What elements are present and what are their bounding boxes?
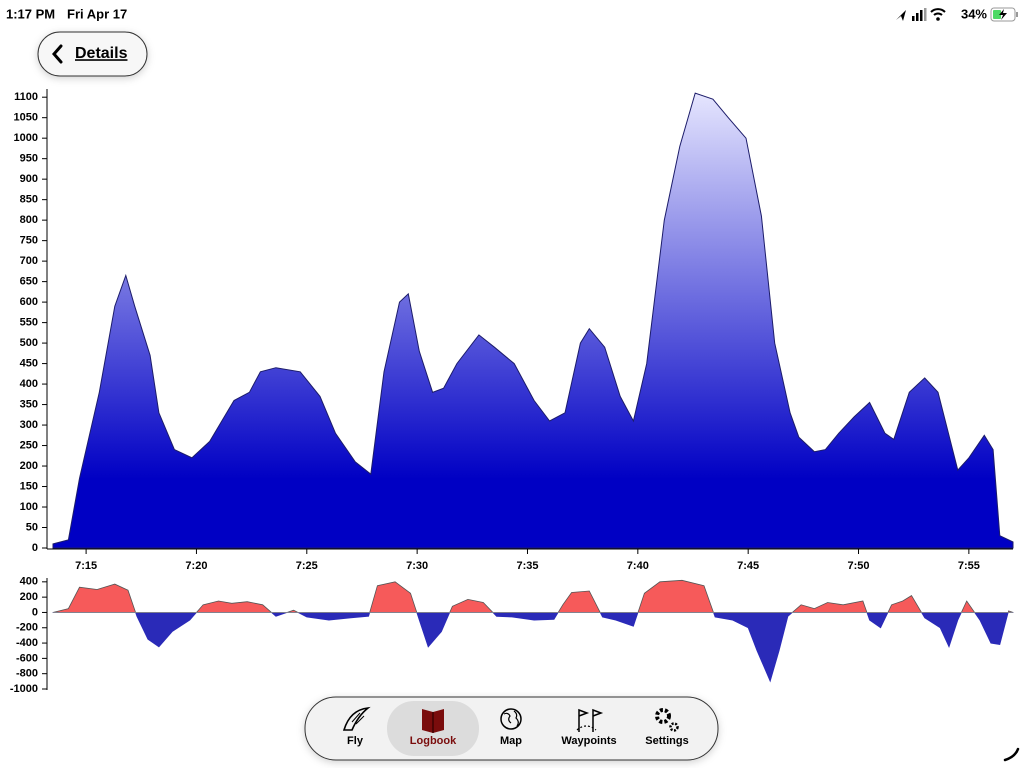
tab-label[interactable]: Settings [645,735,688,747]
tab-label[interactable]: Fly [347,735,364,747]
status-date: Fri Apr 17 [67,6,127,21]
back-button[interactable]: Details [37,31,148,77]
settings-icon [655,708,679,732]
status-time: 1:17 PM [6,6,55,21]
x-tick-label: 7:40 [627,560,649,572]
tab-label[interactable]: Waypoints [561,735,616,747]
charts: 0 50 100 150 200 250 300 350 400 450 500 550 600 650 7… [10,89,1014,695]
fly-icon [342,706,371,731]
y-tick-label: -800 [16,668,38,680]
y-tick-label: 50 [26,521,38,533]
y-tick-label: 950 [20,153,38,165]
x-tick-label: 7:35 [516,560,538,572]
x-tick-label: 7:55 [958,560,980,572]
tab-bar: Fly Logbook Map Waypoints Settings [304,696,719,761]
y-tick-label: 1100 [14,91,38,103]
y-tick-label: 250 [20,439,38,451]
tab-label[interactable]: Logbook [410,735,457,747]
x-tick-label: 7:25 [296,560,318,572]
y-tick-label: -200 [16,622,38,634]
back-label[interactable]: Details [75,45,128,62]
y-tick-label: 800 [20,214,38,226]
y-tick-label: 150 [20,480,38,492]
y-tick-label: 500 [20,337,38,349]
y-tick-label: 400 [20,576,38,588]
y-tick-label: 550 [20,317,38,329]
y-tick-label: 750 [20,235,38,247]
y-tick-label: 600 [20,296,38,308]
y-tick-label: 1050 [14,112,38,124]
y-tick-label: 850 [20,194,38,206]
y-tick-label: -400 [16,637,38,649]
x-tick-label: 7:15 [75,560,97,572]
tab-label[interactable]: Map [500,735,522,747]
x-tick-label: 7:20 [185,560,207,572]
y-tick-label: 0 [32,542,38,554]
sink-area [52,612,1014,683]
y-tick-label: 700 [20,255,38,267]
y-tick-label: 350 [20,398,38,410]
battery-level: 34% [961,6,987,21]
waypoints-icon [576,708,604,732]
loading-indicator [1003,747,1020,762]
y-tick-label: 900 [20,173,38,185]
y-tick-label: 200 [20,591,38,603]
logbook-icon [422,709,444,733]
altitude-area [52,92,1014,549]
x-tick-label: 7:30 [406,560,428,572]
x-tick-label: 7:50 [848,560,870,572]
y-tick-label: 0 [32,606,38,618]
y-tick-label: 200 [20,460,38,472]
y-tick-label: 400 [20,378,38,390]
y-tick-label: -1000 [10,683,38,695]
y-tick-label: 1000 [14,132,38,144]
battery-icon [990,7,1018,22]
status-icons [896,8,946,21]
y-tick-label: 100 [20,501,38,513]
map-icon [500,708,522,730]
y-tick-label: 650 [20,276,38,288]
x-tick-label: 7:45 [737,560,759,572]
climb-area [52,579,1014,613]
y-tick-label: -600 [16,652,38,664]
y-tick-label: 450 [20,357,38,369]
y-tick-label: 300 [20,419,38,431]
